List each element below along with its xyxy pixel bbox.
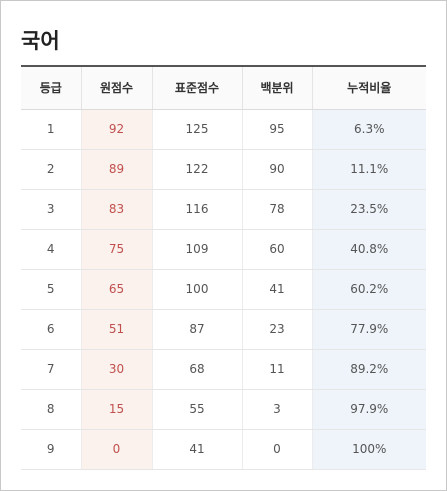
cell-percentile: 78 — [242, 189, 313, 230]
section-title: 국어 — [21, 29, 60, 53]
cell-raw-score: 83 — [80, 189, 153, 230]
grade-cut-table: 등급 원점수 표준점수 백분위 누적비율 1 92 125 95 6.3% 2 89 122 9… — [21, 65, 426, 470]
header-raw-score: 원점수 — [80, 65, 153, 110]
cell-percentile: 0 — [242, 429, 313, 470]
table-row: 5 65 100 41 60.2% — [21, 269, 426, 310]
cell-percentile: 11 — [242, 349, 313, 390]
cell-raw-score: 30 — [80, 349, 153, 390]
cell-grade: 4 — [21, 229, 82, 270]
header-percentile: 백분위 — [242, 65, 313, 110]
header-grade: 등급 — [21, 65, 82, 110]
table-row: 9 0 41 0 100% — [21, 429, 426, 470]
cell-standard-score: 116 — [152, 189, 243, 230]
cell-standard-score: 100 — [152, 269, 243, 310]
table-body: 1 92 125 95 6.3% 2 89 122 90 11.1% 3 83 116 78 23.5% 4 7… — [21, 109, 426, 470]
cell-raw-score: 51 — [80, 309, 153, 350]
table-row: 4 75 109 60 40.8% — [21, 229, 426, 270]
cell-raw-score: 65 — [80, 269, 153, 310]
cell-cumulative-ratio: 97.9% — [312, 389, 426, 430]
cell-raw-score: 89 — [80, 149, 153, 190]
cell-raw-score: 0 — [80, 429, 153, 470]
cell-standard-score: 125 — [152, 109, 243, 150]
cell-percentile: 90 — [242, 149, 313, 190]
cell-standard-score: 87 — [152, 309, 243, 350]
cell-grade: 3 — [21, 189, 82, 230]
cell-cumulative-ratio: 11.1% — [312, 149, 426, 190]
cell-raw-score: 92 — [80, 109, 153, 150]
cell-grade: 8 — [21, 389, 82, 430]
header-standard-score: 표준점수 — [152, 65, 243, 110]
cell-percentile: 60 — [242, 229, 313, 270]
cell-percentile: 41 — [242, 269, 313, 310]
table-row: 3 83 116 78 23.5% — [21, 189, 426, 230]
cell-grade: 5 — [21, 269, 82, 310]
cell-cumulative-ratio: 60.2% — [312, 269, 426, 310]
table-row: 2 89 122 90 11.1% — [21, 149, 426, 190]
cell-percentile: 95 — [242, 109, 313, 150]
cell-grade: 6 — [21, 309, 82, 350]
cell-cumulative-ratio: 100% — [312, 429, 426, 470]
cell-raw-score: 75 — [80, 229, 153, 270]
cell-grade: 9 — [21, 429, 82, 470]
cell-standard-score: 122 — [152, 149, 243, 190]
cell-cumulative-ratio: 40.8% — [312, 229, 426, 270]
cell-standard-score: 55 — [152, 389, 243, 430]
cell-grade: 1 — [21, 109, 82, 150]
cell-percentile: 3 — [242, 389, 313, 430]
cell-cumulative-ratio: 77.9% — [312, 309, 426, 350]
table-row: 8 15 55 3 97.9% — [21, 389, 426, 430]
table-row: 7 30 68 11 89.2% — [21, 349, 426, 390]
table-row: 6 51 87 23 77.9% — [21, 309, 426, 350]
cell-standard-score: 68 — [152, 349, 243, 390]
cell-cumulative-ratio: 6.3% — [312, 109, 426, 150]
header-cumulative-ratio: 누적비율 — [312, 65, 426, 110]
cell-raw-score: 15 — [80, 389, 153, 430]
cell-cumulative-ratio: 23.5% — [312, 189, 426, 230]
cell-grade: 7 — [21, 349, 82, 390]
table-header-row: 등급 원점수 표준점수 백분위 누적비율 — [21, 65, 426, 110]
cell-standard-score: 109 — [152, 229, 243, 270]
cell-grade: 2 — [21, 149, 82, 190]
table-row: 1 92 125 95 6.3% — [21, 109, 426, 150]
cell-cumulative-ratio: 89.2% — [312, 349, 426, 390]
cell-standard-score: 41 — [152, 429, 243, 470]
cell-percentile: 23 — [242, 309, 313, 350]
